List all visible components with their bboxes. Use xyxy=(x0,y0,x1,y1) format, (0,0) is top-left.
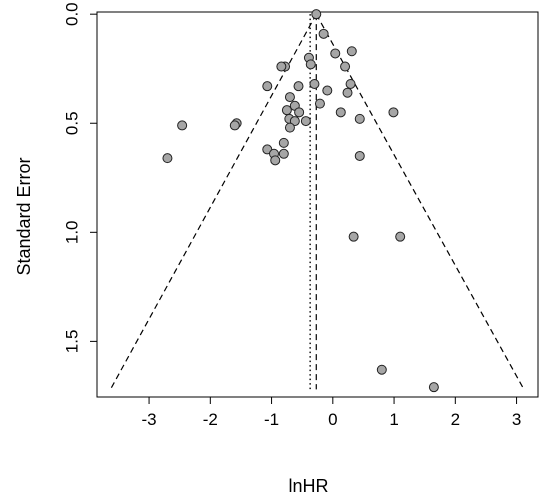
data-point xyxy=(388,107,399,118)
data-point xyxy=(395,231,406,242)
data-point xyxy=(345,78,356,89)
funnel-lines xyxy=(109,13,525,390)
data-point xyxy=(342,87,353,98)
funnel-line-left xyxy=(109,13,317,390)
data-point xyxy=(318,28,329,39)
x-tick-label: 3 xyxy=(512,410,521,429)
y-tick-label: 0.5 xyxy=(63,111,82,135)
data-point xyxy=(229,120,240,131)
data-point xyxy=(293,81,304,92)
data-point xyxy=(177,120,188,131)
data-point xyxy=(300,116,311,127)
x-tick-label: 1 xyxy=(389,410,398,429)
data-point xyxy=(262,81,273,92)
data-point xyxy=(376,364,387,375)
data-point xyxy=(276,61,287,72)
data-point xyxy=(346,46,357,57)
y-axis-title: Standard Error xyxy=(14,157,34,275)
x-axis: -3 -2 -1 0 1 2 3 xyxy=(142,396,521,429)
plot-frame xyxy=(96,11,539,398)
x-tick-label: 2 xyxy=(451,410,460,429)
data-point xyxy=(270,155,281,166)
x-tick-label: -1 xyxy=(264,410,279,429)
x-tick-label: -2 xyxy=(203,410,218,429)
data-point xyxy=(305,59,316,70)
x-tick-label: -3 xyxy=(142,410,157,429)
data-point xyxy=(330,48,341,59)
y-tick-label: 0.0 xyxy=(63,2,82,26)
data-point xyxy=(284,92,295,103)
data-point xyxy=(354,150,365,161)
data-point xyxy=(322,85,333,96)
data-point xyxy=(428,382,439,393)
data-point xyxy=(294,107,305,118)
reference-lines xyxy=(309,14,317,390)
x-tick-label: 0 xyxy=(328,410,337,429)
x-axis-title: lnHR xyxy=(288,476,328,496)
data-point xyxy=(354,113,365,124)
data-point xyxy=(309,78,320,89)
data-point xyxy=(278,148,289,159)
funnel-line-right xyxy=(315,13,525,390)
y-tick-label: 1.0 xyxy=(63,220,82,244)
data-point xyxy=(278,137,289,148)
y-axis: 0.0 0.5 1.0 1.5 xyxy=(63,2,98,353)
data-point xyxy=(314,98,325,109)
data-point xyxy=(284,122,295,133)
data-point xyxy=(162,153,173,164)
data-points xyxy=(162,9,439,393)
data-point xyxy=(348,231,359,242)
data-point xyxy=(311,9,322,20)
data-point xyxy=(335,107,346,118)
data-point xyxy=(340,61,351,72)
data-point xyxy=(289,116,300,127)
data-point xyxy=(281,105,292,116)
y-tick-label: 1.5 xyxy=(63,330,82,354)
